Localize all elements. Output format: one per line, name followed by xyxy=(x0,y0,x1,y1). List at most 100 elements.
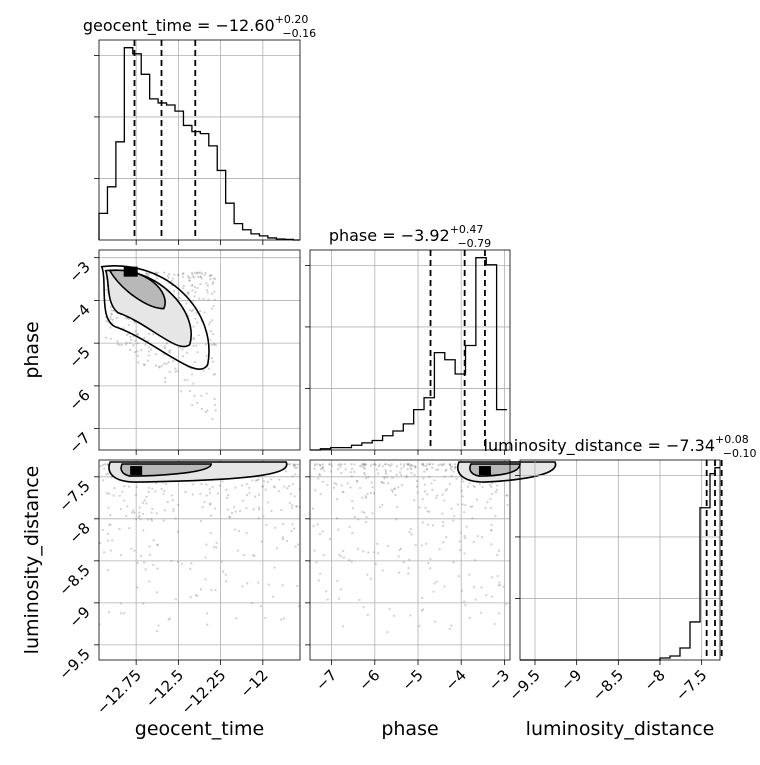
scatter-point xyxy=(185,351,188,354)
scatter-point xyxy=(336,468,340,471)
scatter-point xyxy=(210,357,214,360)
scatter-point xyxy=(106,472,110,475)
scatter-point xyxy=(430,482,433,485)
scatter-point xyxy=(340,472,343,475)
scatter-point xyxy=(383,477,386,480)
scatter-point xyxy=(143,363,146,366)
scatter-point xyxy=(311,507,315,510)
scatter-point xyxy=(362,463,365,466)
scatter-point xyxy=(351,507,355,510)
scatter-point xyxy=(126,505,129,508)
scatter-point xyxy=(147,346,151,349)
scatter-point xyxy=(409,528,413,531)
scatter-point xyxy=(154,364,158,367)
scatter-point xyxy=(106,463,109,466)
scatter-point xyxy=(101,528,104,531)
scatter-point xyxy=(391,476,394,480)
scatter-point xyxy=(213,343,216,346)
scatter-point xyxy=(138,514,141,518)
scatter-point xyxy=(205,282,208,285)
y-tick-label: −7 xyxy=(65,429,93,457)
scatter-point xyxy=(328,463,332,466)
scatter-point xyxy=(211,281,215,284)
scatter-point xyxy=(465,525,468,528)
scatter-point xyxy=(271,595,274,598)
scatter-point xyxy=(214,409,217,412)
scatter-point xyxy=(132,344,135,347)
scatter-point xyxy=(246,582,249,585)
scatter-point xyxy=(485,594,488,597)
scatter-point xyxy=(196,321,199,324)
scatter-point xyxy=(409,466,412,469)
scatter-point xyxy=(136,333,139,336)
scatter-point xyxy=(109,315,112,318)
scatter-point xyxy=(200,272,204,275)
scatter-point xyxy=(454,466,457,469)
scatter-point xyxy=(162,271,166,274)
scatter-point xyxy=(135,485,138,489)
scatter-point xyxy=(118,343,121,347)
scatter-point xyxy=(472,484,475,487)
scatter-point xyxy=(350,463,353,466)
scatter-point xyxy=(145,502,148,505)
scatter-point xyxy=(169,348,172,352)
scatter-point xyxy=(109,514,112,517)
scatter-point xyxy=(196,286,199,290)
scatter-point xyxy=(220,560,223,563)
panel-frame xyxy=(98,249,301,451)
scatter-point xyxy=(238,510,242,513)
scatter-point xyxy=(212,343,216,346)
scatter-point xyxy=(402,561,405,564)
scatter-point xyxy=(218,484,222,487)
scatter-point xyxy=(206,284,210,287)
scatter-point xyxy=(127,323,130,327)
scatter-point xyxy=(427,561,430,565)
scatter-point xyxy=(190,310,194,313)
scatter-point xyxy=(433,479,436,482)
scatter-point xyxy=(292,463,295,466)
scatter-point xyxy=(431,488,434,492)
scatter-point xyxy=(245,493,249,497)
scatter-point xyxy=(359,464,362,468)
scatter-point xyxy=(181,348,184,351)
scatter-point xyxy=(146,518,149,521)
scatter-point xyxy=(206,623,209,626)
scatter-point xyxy=(142,529,145,532)
scatter-point xyxy=(437,468,440,471)
scatter-point xyxy=(342,556,345,559)
scatter-point xyxy=(413,473,416,477)
scatter-point xyxy=(146,273,149,277)
scatter-point xyxy=(156,544,159,547)
scatter-point xyxy=(204,343,208,346)
scatter-point xyxy=(210,343,213,346)
scatter-point xyxy=(213,397,216,401)
scatter-point xyxy=(191,273,194,276)
scatter-point xyxy=(193,394,196,397)
scatter-point xyxy=(167,277,170,280)
scatter-point xyxy=(371,486,374,489)
scatter-point xyxy=(275,547,279,550)
scatter-point xyxy=(426,463,429,466)
scatter-point xyxy=(150,511,153,514)
scatter-point xyxy=(205,392,208,395)
scatter-point xyxy=(187,291,190,295)
scatter-point xyxy=(414,466,417,469)
scatter-point xyxy=(292,464,296,467)
scatter-point xyxy=(138,511,141,514)
scatter-point xyxy=(150,348,153,351)
scatter-point xyxy=(210,330,213,333)
scatter-point xyxy=(291,483,294,486)
scatter-point xyxy=(278,478,281,481)
scatter-point xyxy=(293,495,296,498)
scatter-point xyxy=(494,514,497,517)
scatter-point xyxy=(189,276,192,279)
scatter-point xyxy=(199,310,202,313)
scatter-point xyxy=(418,506,421,509)
scatter-point xyxy=(193,271,196,274)
scatter-point xyxy=(138,506,141,509)
scatter-point xyxy=(423,470,426,473)
scatter-point xyxy=(253,554,256,558)
scatter-point xyxy=(197,334,200,337)
scatter-point xyxy=(205,543,208,546)
